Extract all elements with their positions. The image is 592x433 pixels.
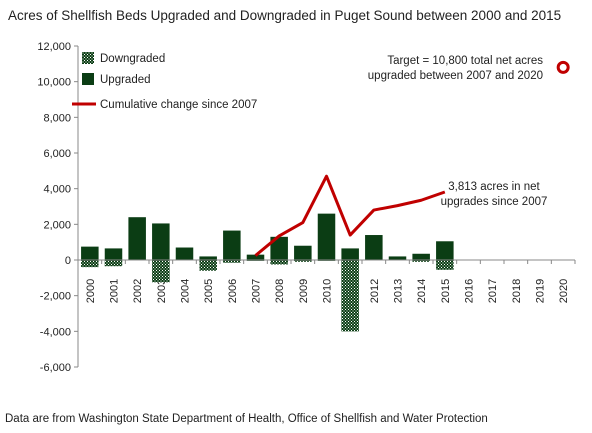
- y-tick-label: -6,000: [40, 362, 71, 374]
- y-tick-label: -4,000: [40, 326, 71, 338]
- bar-upgraded: [223, 230, 241, 260]
- x-tick-label: 2013: [393, 279, 405, 303]
- x-tick-label: 2002: [132, 279, 144, 303]
- x-tick-label: 2006: [227, 279, 239, 303]
- chart-title: Acres of Shellfish Beds Upgraded and Dow…: [8, 8, 561, 23]
- x-tick-label: 2004: [180, 279, 192, 303]
- bar-upgraded: [152, 223, 170, 260]
- bar-upgraded: [294, 245, 312, 260]
- bar-upgraded: [317, 213, 336, 260]
- x-tick-label: 2016: [464, 279, 476, 303]
- bar-downgraded: [104, 260, 123, 267]
- bar-downgraded: [341, 260, 359, 332]
- bar-upgraded: [388, 256, 407, 260]
- x-tick-label: 2019: [535, 279, 547, 303]
- legend-label-downgraded: Downgraded: [100, 53, 165, 65]
- y-tick-label: 12,000: [37, 41, 71, 53]
- x-tick-label: 2005: [203, 279, 215, 303]
- bar-downgraded: [412, 260, 430, 262]
- bar-downgraded: [152, 260, 170, 283]
- legend-swatch-downgraded: [82, 52, 94, 64]
- x-tick-label: 2000: [85, 279, 97, 303]
- x-tick-label: 2020: [558, 279, 570, 303]
- bar-upgraded: [341, 248, 359, 260]
- bar-upgraded: [81, 246, 99, 260]
- bars-group: [78, 213, 575, 332]
- bar-downgraded: [270, 260, 288, 265]
- annotation-net-upgrades: 3,813 acres in net upgrades since 2007: [441, 181, 548, 208]
- x-tick-label: 2008: [274, 279, 286, 303]
- y-tick-label: 4,000: [43, 184, 71, 196]
- legend: Downgraded Upgraded Cumulative change sinc…: [72, 52, 257, 111]
- bar-downgraded: [199, 260, 217, 271]
- bar-upgraded: [412, 253, 430, 260]
- y-tick-label: 0: [65, 255, 71, 267]
- target-marker: [556, 60, 570, 74]
- bar-upgraded: [175, 247, 194, 260]
- annotations: Target = 10,800 total net acres upgraded …: [368, 55, 548, 208]
- bar-upgraded: [199, 256, 217, 260]
- bar-upgraded: [128, 217, 146, 260]
- bar-downgraded: [81, 260, 99, 268]
- y-axis: -6,000 -4,000 -2,000 0 2,000 4,000 6,000 8,000 1…: [37, 41, 79, 374]
- x-tick-label: 2010: [322, 279, 334, 303]
- legend-swatch-upgraded: [82, 73, 94, 85]
- bar-downgraded: [294, 260, 312, 262]
- x-tick-label: 2007: [251, 279, 263, 303]
- x-tick-label: 2003: [156, 279, 168, 303]
- source-note: Data are from Washington State Departmen…: [5, 413, 488, 425]
- bar-downgraded: [223, 260, 241, 263]
- y-tick-label: 10,000: [37, 77, 71, 89]
- bar-upgraded: [365, 235, 383, 260]
- x-tick-label: 2001: [109, 279, 121, 303]
- legend-label-upgraded: Upgraded: [100, 74, 151, 86]
- legend-label-cumulative: Cumulative change since 2007: [100, 99, 257, 111]
- y-tick-label: 6,000: [43, 148, 71, 160]
- y-tick-label: 2,000: [43, 219, 71, 231]
- bar-upgraded: [270, 236, 288, 260]
- y-tick-label: -2,000: [40, 291, 71, 303]
- bar-upgraded: [104, 248, 123, 260]
- bar-downgraded: [436, 260, 454, 270]
- line-group: [254, 60, 570, 257]
- annotation-target: Target = 10,800 total net acres upgraded …: [368, 55, 543, 82]
- bar-upgraded: [246, 254, 265, 260]
- y-tick-label: 8,000: [43, 112, 71, 124]
- cumulative-line: [254, 174, 446, 257]
- x-tick-label: 2017: [487, 279, 499, 303]
- x-tick-label: 2009: [298, 279, 310, 303]
- x-tick-label: 2015: [440, 279, 452, 303]
- bar-upgraded: [436, 241, 454, 260]
- x-tick-label: 2012: [369, 279, 381, 303]
- x-tick-label: 2014: [416, 279, 428, 303]
- x-tick-label: 2018: [511, 279, 523, 303]
